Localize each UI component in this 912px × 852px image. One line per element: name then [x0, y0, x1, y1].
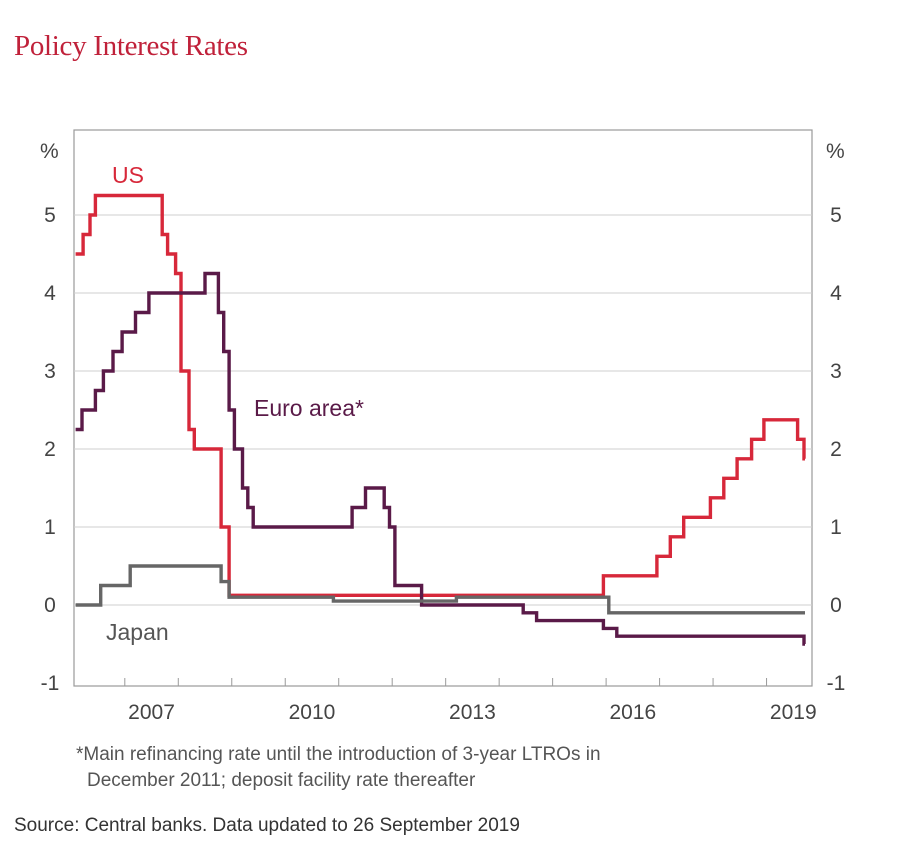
- y-tick-label-left: 3: [44, 360, 56, 383]
- gridlines: [74, 214, 812, 606]
- y-tick-label-left: 5: [44, 204, 56, 227]
- y-axis-ticks: -1 -1 0 0 1 1 2 2 3 3 4 4 5 5: [41, 204, 846, 695]
- x-tick-label: 2010: [289, 701, 336, 724]
- y-tick-label-right: 4: [830, 282, 842, 305]
- y-tick-label-right: 0: [830, 594, 842, 617]
- series-line-us: [75, 193, 806, 597]
- series-line-euro-area: [75, 271, 806, 646]
- series-label-japan: Japan: [106, 619, 169, 645]
- y-unit-right: %: [826, 140, 845, 163]
- y-tick-label-right: -1: [827, 672, 846, 695]
- footnote: *Main refinancing rate until the introdu…: [76, 742, 836, 794]
- y-tick-label-right: 5: [830, 204, 842, 227]
- y-tick-label-right: 1: [830, 516, 842, 539]
- series-line-japan: [75, 564, 805, 615]
- y-tick-label-left: 2: [44, 438, 56, 461]
- y-tick-label-left: -1: [41, 672, 60, 695]
- plot-frame: [73, 129, 813, 687]
- y-tick-label-left: 0: [44, 594, 56, 617]
- x-tick-label: 2019: [770, 701, 817, 724]
- x-tick-label: 2007: [128, 701, 175, 724]
- series-group: [75, 193, 806, 646]
- x-tick-label: 2013: [449, 701, 496, 724]
- y-unit-left: %: [40, 140, 59, 163]
- x-tick-label: 2016: [609, 701, 656, 724]
- y-tick-label-right: 2: [830, 438, 842, 461]
- y-tick-label-right: 3: [830, 360, 842, 383]
- chart-title: Policy Interest Rates: [14, 30, 248, 62]
- policy-rates-chart: 2007 2010 2013 2016 2019 -1 -10 01 12 23 34 45 5 % …: [40, 129, 846, 724]
- footnote-line-2: December 2011; deposit facility rate the…: [87, 770, 476, 791]
- y-tick-label-left: 1: [44, 516, 56, 539]
- source-note: Source: Central banks. Data updated to 2…: [14, 815, 520, 836]
- series-label-us: US: [112, 162, 144, 188]
- y-tick-label-left: 4: [44, 282, 56, 305]
- x-axis-ticks: 2007 2010 2013 2016 2019: [124, 678, 817, 724]
- footnote-line-1: *Main refinancing rate until the introdu…: [76, 744, 601, 765]
- series-label-euro-area: Euro area*: [254, 395, 364, 421]
